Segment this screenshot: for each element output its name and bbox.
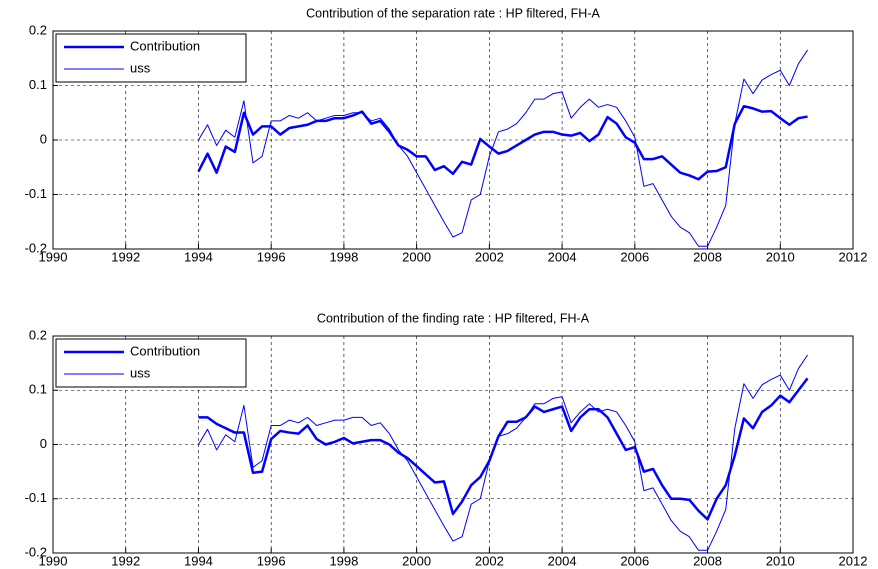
x-tick-label: 2012 [839,553,868,568]
x-tick-label: 2006 [620,553,649,568]
x-tick-label: 1998 [329,553,358,568]
x-tick-label: 2010 [766,249,795,264]
legend-label: Contribution [130,38,200,53]
y-tick-label: -0.2 [25,544,47,559]
legend-label: uss [130,365,151,380]
x-tick-label: 2008 [693,249,722,264]
y-tick-label: -0.1 [25,186,47,201]
y-tick-label: 0 [40,436,47,451]
y-tick-label: 0.1 [29,77,47,92]
x-tick-label: 2004 [548,249,577,264]
x-tick-label: 1990 [39,553,68,568]
data-line [198,354,808,551]
y-tick-label: -0.1 [25,490,47,505]
data-line [198,377,809,521]
x-tick-label: 2004 [548,553,577,568]
x-tick-label: 1996 [257,249,286,264]
x-tick-label: 2002 [475,249,504,264]
chart-title: Contribution of the finding rate : HP fi… [317,311,590,325]
x-tick-label: 2000 [402,249,431,264]
x-tick-label: 2000 [402,553,431,568]
y-tick-label: 0 [40,131,47,146]
x-tick-label: 1994 [184,249,213,264]
axes-box [52,30,854,250]
x-tick-label: 1992 [111,553,140,568]
x-tick-label: 1998 [329,249,358,264]
y-tick-label: -0.2 [25,240,47,255]
axes-box [52,335,854,554]
x-tick-label: 1990 [39,249,68,264]
legend-label: Contribution [130,343,200,358]
x-tick-label: 1994 [184,553,213,568]
x-tick-label: 2002 [475,553,504,568]
x-tick-label: 2010 [766,553,795,568]
chart-title: Contribution of the separation rate : HP… [306,6,600,20]
x-tick-label: 1992 [111,249,140,264]
legend-label: uss [130,60,151,75]
legend-box [55,33,247,83]
legend-box [55,338,247,388]
y-tick-label: 0.1 [29,382,47,397]
x-tick-label: 1996 [257,553,286,568]
data-line [198,49,808,247]
y-tick-label: 0.2 [29,22,47,37]
x-tick-label: 2008 [693,553,722,568]
x-tick-label: 2006 [620,249,649,264]
data-line [197,104,808,181]
y-tick-label: 0.2 [29,327,47,342]
x-tick-label: 2012 [839,249,868,264]
